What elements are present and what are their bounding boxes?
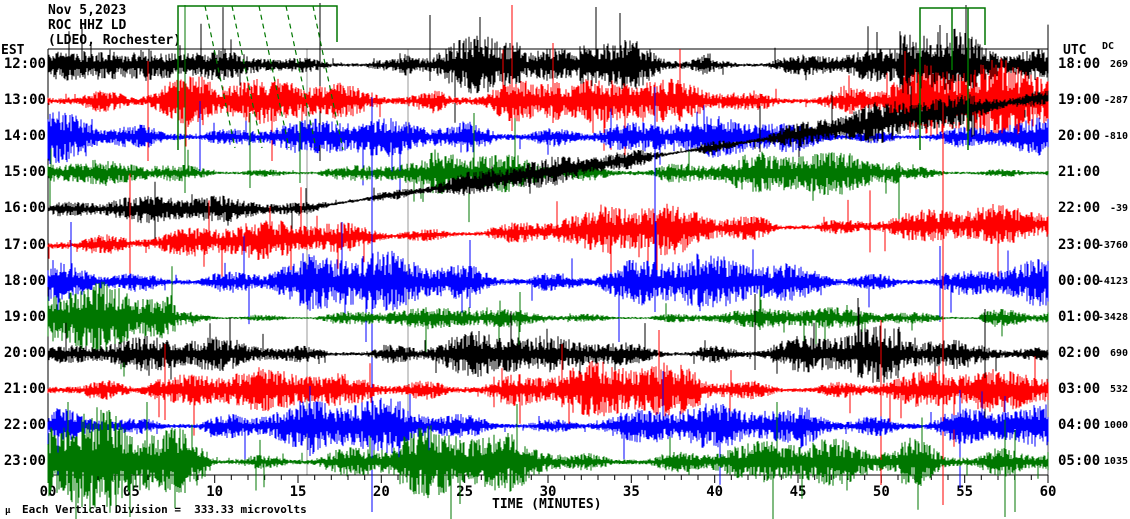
vertical-division-note: Each Vertical Division = 333.33 microvol… [22,503,307,516]
x-tick-label: 10 [206,484,224,500]
seismic-trace-row-1 [47,5,1049,161]
utc-time-label: 05:00 [1058,453,1101,469]
clipped-green-pulse-left-dashed [231,5,263,149]
x-tick-label: 15 [289,484,307,500]
est-time-label: 15:00 [3,164,46,180]
clipped-green-pulse-left-dashed [258,5,290,149]
header-network: (LDEO, Rochester) [48,33,182,48]
micro-symbol: µ [5,506,11,516]
x-tick-label: 30 [539,484,557,500]
utc-time-label: 21:00 [1058,164,1101,180]
dc-offset-value: -39 [1109,203,1128,214]
est-time-label: 13:00 [3,92,46,108]
utc-time-label: 00:00 [1058,273,1101,289]
est-time-label: 12:00 [3,56,46,72]
clipped-green-pulse-left [177,5,338,150]
est-time-label: 17:00 [3,237,46,253]
seismic-trace-row-11 [47,402,1049,519]
x-tick-label: 50 [872,484,890,500]
dc-offset-value: 1035 [1103,456,1128,467]
utc-time-label: 03:00 [1058,381,1101,397]
seismic-trace-row-8 [47,294,1049,424]
dc-offset-value: -287 [1103,95,1128,106]
est-time-label: 21:00 [3,381,46,397]
clipped-green-pulse-left-dashed [312,5,344,151]
seismic-trace-row-2 [47,101,1049,196]
utc-time-label: 02:00 [1058,345,1101,361]
dc-offset-value: -3760 [1097,240,1128,251]
utc-axis-label: UTC [1063,43,1087,58]
utc-time-label: 22:00 [1058,200,1101,216]
x-tick-label: 35 [622,484,640,500]
x-tick-label: 05 [122,484,140,500]
dc-offset-value: -810 [1103,131,1128,142]
dc-offset-value: 269 [1109,59,1128,70]
utc-time-label: 19:00 [1058,92,1101,108]
utc-time-label: 23:00 [1058,237,1101,253]
clipped-green-pulse-left-dashed [285,5,317,149]
dc-offset-value: -4123 [1097,276,1128,287]
est-time-label: 20:00 [3,345,46,361]
dc-offset-value: 690 [1109,348,1128,359]
utc-time-label: 20:00 [1058,128,1101,144]
utc-time-label: 01:00 [1058,309,1101,325]
est-time-label: 14:00 [3,128,46,144]
dc-offset-value: 532 [1109,384,1128,395]
seismic-trace-row-10 [47,371,1049,506]
est-time-label: 22:00 [3,417,46,433]
est-time-label: 16:00 [3,200,46,216]
utc-time-label: 18:00 [1058,56,1101,72]
x-tick-label: 60 [1039,484,1057,500]
est-axis-label: EST [1,43,25,58]
dc-offset-value: -3428 [1097,312,1128,323]
x-tick-label: 20 [372,484,390,500]
x-axis-title: TIME (MINUTES) [492,497,602,512]
x-tick-label: 40 [706,484,724,500]
est-time-label: 23:00 [3,453,46,469]
seismic-trace-row-7 [47,266,1049,377]
est-time-label: 19:00 [3,309,46,325]
dc-axis-label: DC [1102,41,1115,52]
seismic-trace-row-9 [47,90,1049,505]
utc-time-label: 04:00 [1058,417,1101,433]
header-station: ROC HHZ LD [48,18,127,33]
seismic-trace-row-6 [47,87,1049,512]
header-date: Nov 5,2023 [48,3,127,18]
est-time-label: 18:00 [3,273,46,289]
x-tick-label: 55 [956,484,974,500]
clipped-green-pulse-left-dashed [204,5,236,149]
seismic-trace-row-5 [47,173,1049,290]
x-axis-ticks [47,475,1049,483]
dc-offset-value: 1000 [1103,420,1128,431]
x-tick-label: 00 [39,484,57,500]
